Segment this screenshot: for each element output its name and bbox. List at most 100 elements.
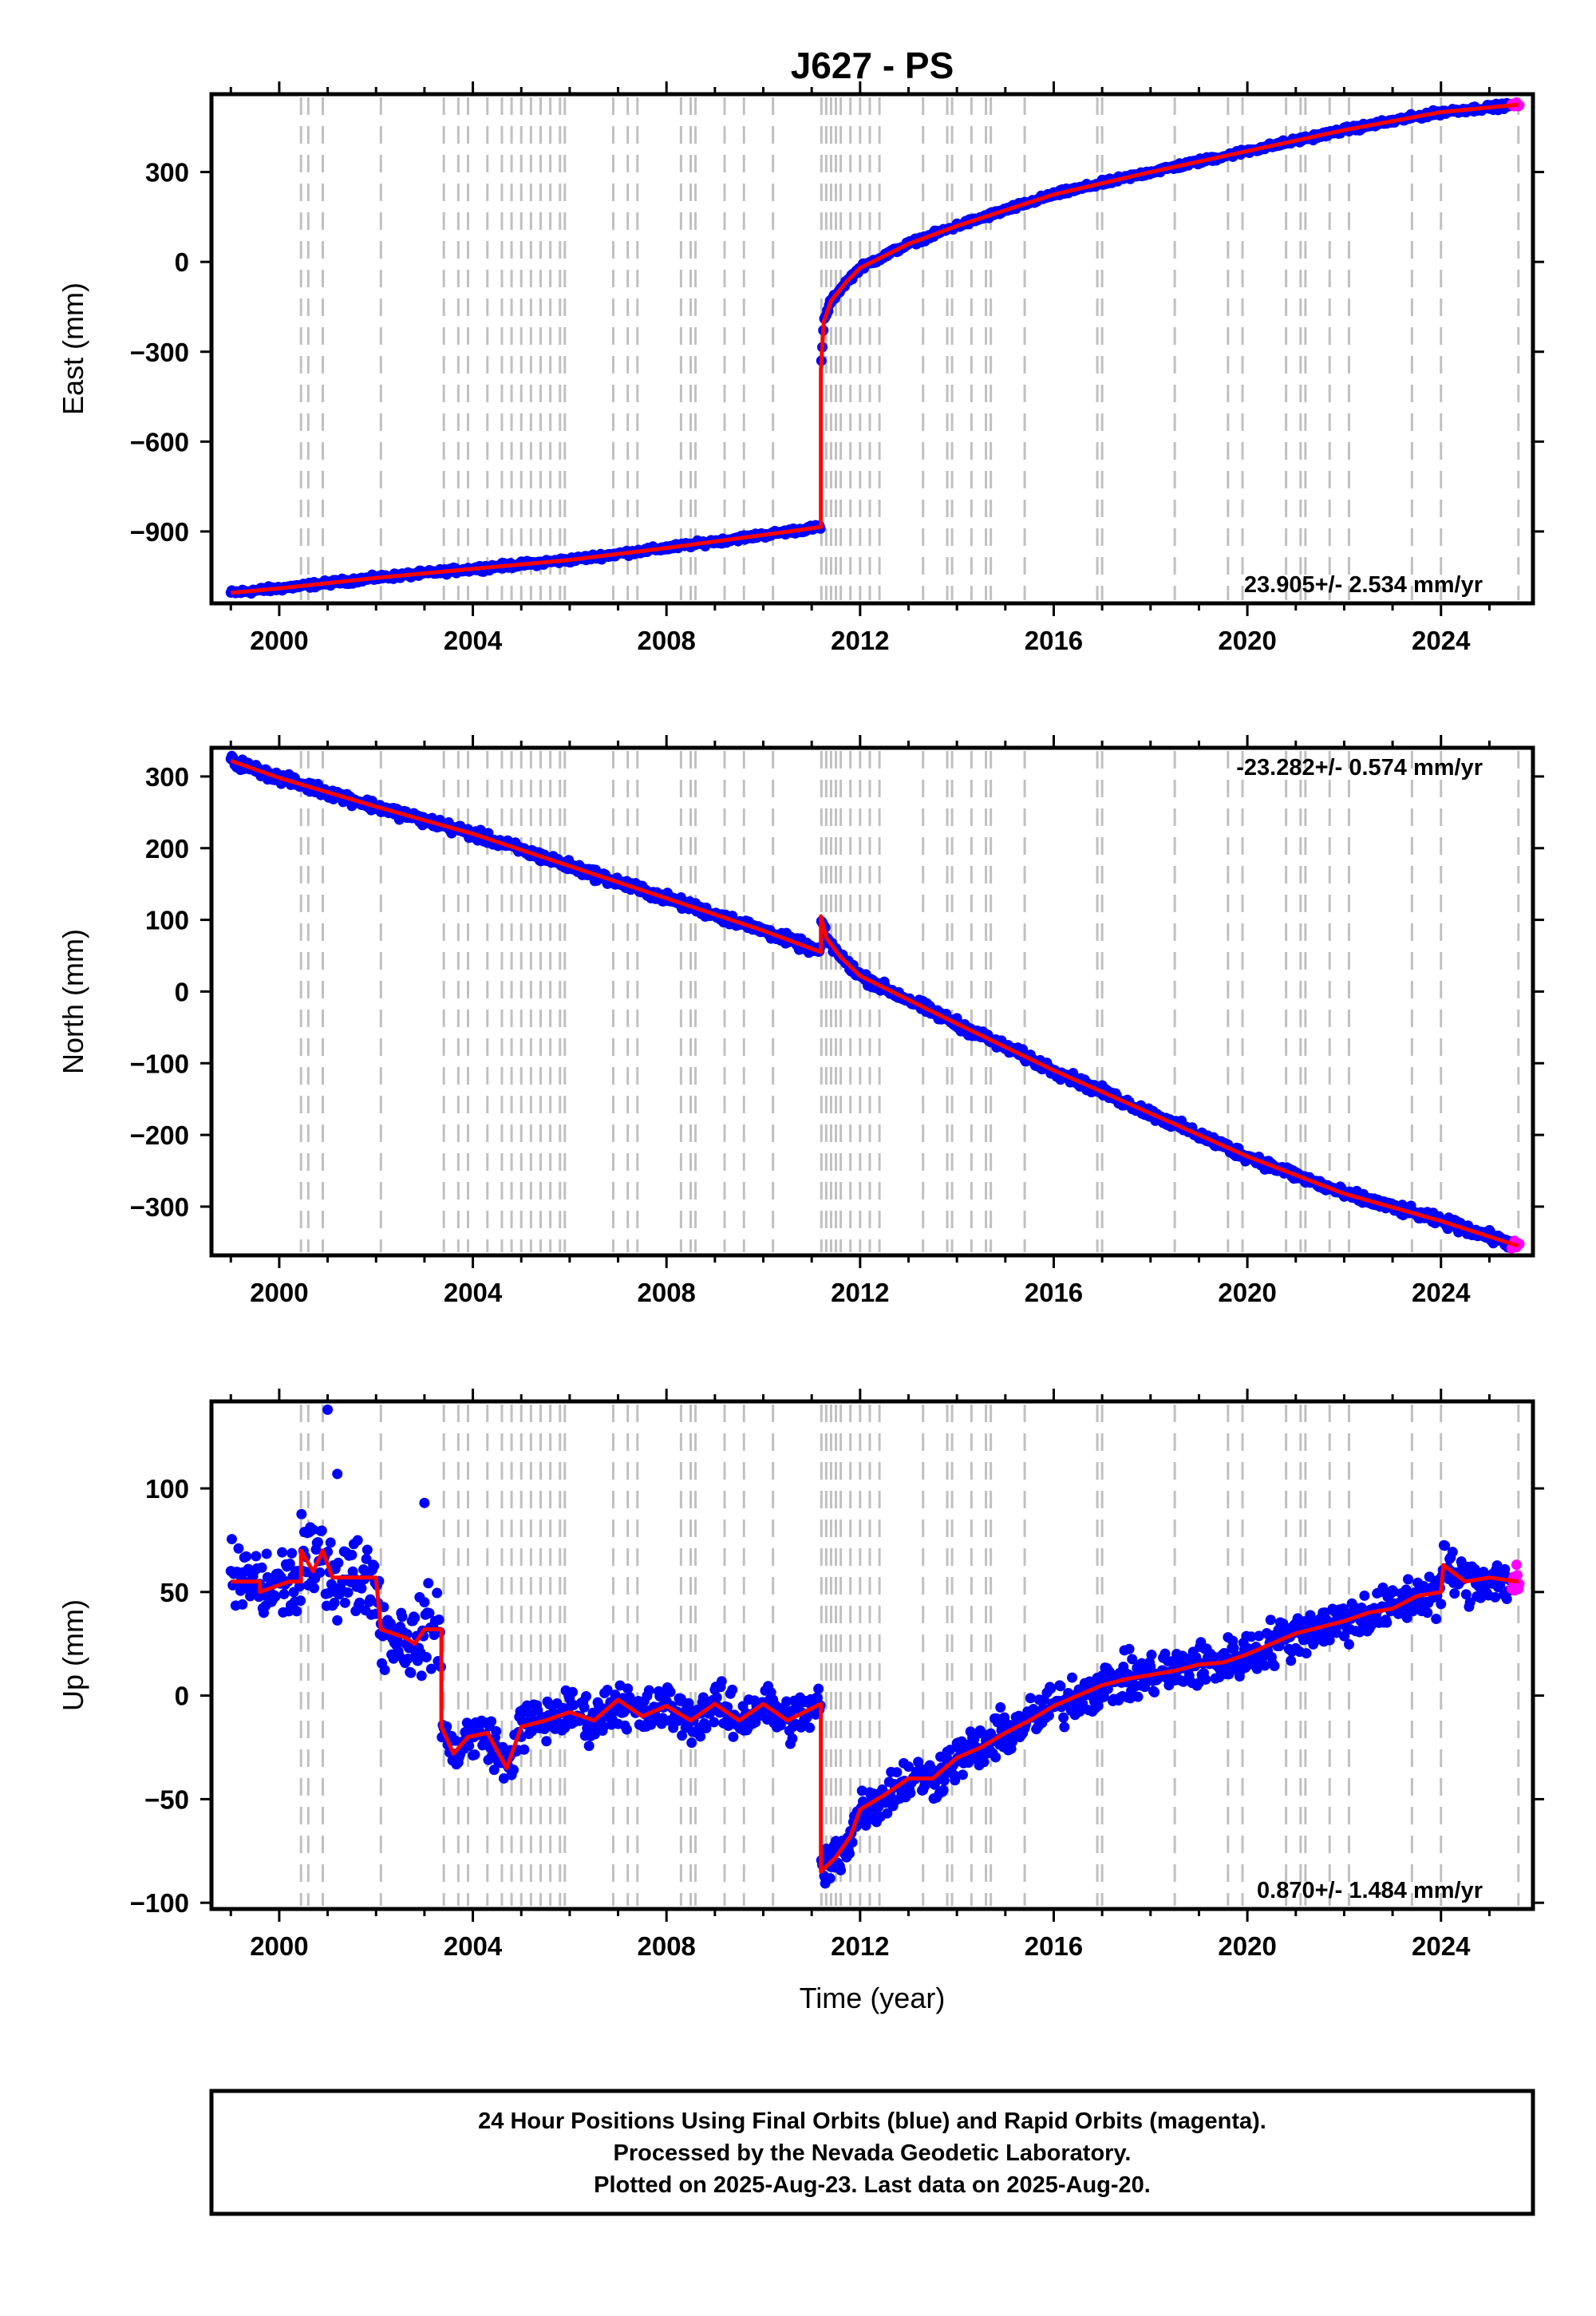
up-model-line bbox=[231, 1548, 1519, 1874]
final-point bbox=[488, 1765, 500, 1776]
final-point bbox=[905, 1788, 916, 1799]
final-point bbox=[326, 1579, 337, 1590]
final-point bbox=[1055, 1681, 1066, 1692]
final-point bbox=[237, 1599, 248, 1610]
footer-line-2: Processed by the Nevada Geodetic Laborat… bbox=[614, 2140, 1132, 2166]
x-tick-label: 2008 bbox=[637, 1931, 695, 1961]
y-tick-label: 0 bbox=[175, 977, 189, 1006]
final-point bbox=[950, 1775, 961, 1786]
final-point bbox=[990, 1752, 1001, 1763]
final-point bbox=[421, 1652, 432, 1663]
final-point bbox=[1059, 1721, 1070, 1733]
x-tick-label: 2004 bbox=[444, 626, 503, 655]
final-point bbox=[709, 1717, 720, 1728]
final-point bbox=[804, 1722, 816, 1733]
final-point bbox=[665, 1686, 676, 1697]
final-point bbox=[1124, 1643, 1135, 1654]
final-point bbox=[843, 1848, 855, 1860]
final-point bbox=[781, 1696, 792, 1707]
final-point bbox=[686, 1737, 697, 1749]
y-tick-label: 0 bbox=[175, 1682, 189, 1711]
final-point bbox=[938, 1784, 949, 1796]
final-point bbox=[583, 1741, 595, 1752]
final-point bbox=[323, 1587, 334, 1599]
rate-label: -23.282+/- 0.574 mm/yr bbox=[1236, 755, 1483, 781]
final-point bbox=[1402, 1574, 1413, 1585]
event-lines bbox=[299, 97, 1520, 600]
final-point bbox=[621, 1724, 632, 1735]
final-point bbox=[836, 1864, 847, 1875]
final-point bbox=[1246, 1631, 1257, 1642]
final-point bbox=[1045, 1683, 1057, 1694]
final-point bbox=[397, 1611, 408, 1622]
x-axis-label: Time (year) bbox=[800, 1982, 946, 2014]
final-point bbox=[316, 1525, 327, 1536]
final-point bbox=[332, 1614, 343, 1626]
final-point bbox=[787, 1733, 798, 1745]
final-point bbox=[1377, 1582, 1389, 1593]
figure-title: J627 - PS bbox=[791, 45, 954, 86]
final-point bbox=[279, 1588, 290, 1599]
y-tick-label: 0 bbox=[175, 247, 189, 277]
final-point bbox=[995, 1701, 1006, 1713]
final-point bbox=[284, 1558, 295, 1569]
final-point bbox=[589, 1729, 600, 1740]
final-point bbox=[1401, 1612, 1412, 1623]
final-point bbox=[1286, 1655, 1297, 1666]
final-point bbox=[1449, 1588, 1460, 1599]
x-tick-label: 2020 bbox=[1218, 1931, 1276, 1961]
final-point bbox=[1269, 1660, 1280, 1671]
x-tick-label: 2024 bbox=[1412, 626, 1471, 655]
footer-line-1: 24 Hour Positions Using Final Orbits (bl… bbox=[478, 2109, 1266, 2134]
final-point bbox=[1067, 1672, 1078, 1683]
plot-frame bbox=[209, 745, 1535, 1258]
final-point bbox=[379, 1664, 390, 1675]
final-point bbox=[464, 1741, 475, 1752]
final-point bbox=[856, 1785, 867, 1796]
x-tick-label: 2020 bbox=[1218, 626, 1276, 655]
final-point bbox=[508, 1765, 519, 1776]
y-tick-label: −50 bbox=[144, 1784, 189, 1814]
final-point bbox=[1265, 1614, 1276, 1626]
final-point bbox=[824, 1873, 836, 1884]
final-point bbox=[256, 1562, 267, 1573]
final-point bbox=[622, 1683, 634, 1694]
final-point bbox=[342, 1587, 354, 1598]
final-point bbox=[695, 1731, 706, 1742]
final-point bbox=[1431, 1614, 1442, 1625]
x-tick-label: 2004 bbox=[444, 1931, 503, 1961]
final-point bbox=[365, 1594, 376, 1605]
final-point bbox=[903, 1761, 914, 1773]
plot-frame bbox=[209, 92, 1535, 606]
y-tick-label: 100 bbox=[145, 1474, 189, 1504]
final-point bbox=[728, 1731, 739, 1742]
final-point bbox=[716, 1676, 727, 1687]
north-panel: 300 200 100 0 −100 −200 −300 2000 2004 2008 2012 20… bbox=[57, 735, 1544, 1307]
y-axis-label: Up (mm) bbox=[57, 1599, 89, 1711]
final-point bbox=[1501, 1594, 1512, 1605]
final-point bbox=[369, 1560, 380, 1571]
final-point bbox=[1043, 1710, 1054, 1721]
y-tick-label: −300 bbox=[130, 338, 189, 367]
final-point bbox=[1127, 1654, 1138, 1665]
footer-line-3: Plotted on 2025-Aug-23. Last data on 202… bbox=[594, 2172, 1151, 2198]
final-point bbox=[498, 1773, 509, 1784]
final-point bbox=[1337, 1603, 1349, 1614]
y-tick-label: −900 bbox=[130, 517, 189, 547]
final-point bbox=[405, 1667, 417, 1678]
final-point bbox=[677, 1730, 688, 1741]
final-point bbox=[270, 1591, 281, 1602]
east-points bbox=[225, 97, 1525, 599]
final-point bbox=[352, 1535, 363, 1546]
footer-box: 24 Hour Positions Using Final Orbits (bl… bbox=[209, 2089, 1535, 2216]
x-tick-label: 2020 bbox=[1218, 1278, 1276, 1307]
final-point bbox=[416, 1670, 427, 1682]
final-point bbox=[541, 1736, 552, 1747]
x-tick-label: 2024 bbox=[1412, 1931, 1471, 1961]
final-point bbox=[491, 1725, 502, 1737]
east-model-line bbox=[231, 102, 1519, 595]
final-point bbox=[296, 1508, 307, 1520]
final-point bbox=[602, 1684, 613, 1695]
outlier-point bbox=[332, 1468, 343, 1480]
